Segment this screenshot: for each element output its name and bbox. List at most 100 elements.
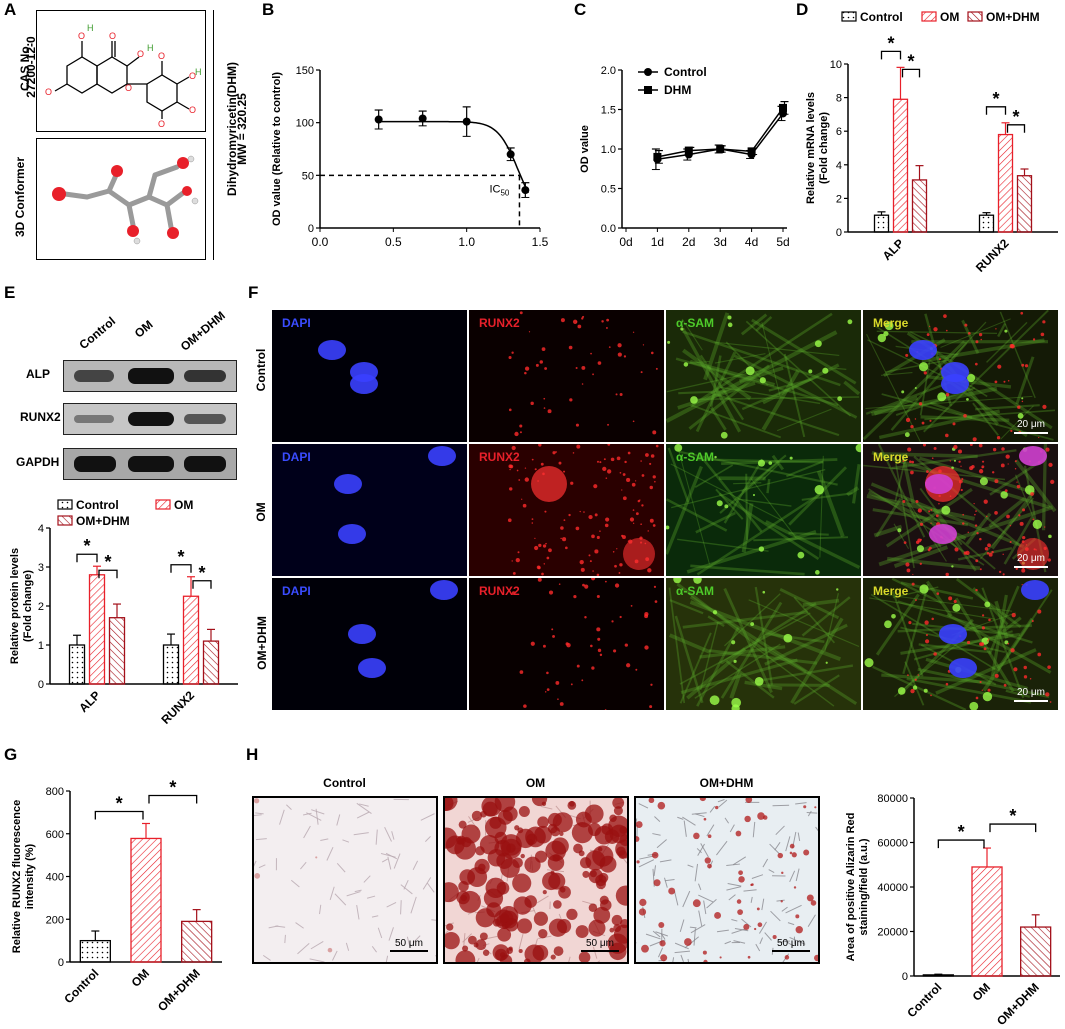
calcium-deposit — [538, 929, 548, 939]
fiber — [801, 492, 853, 501]
red-speck — [980, 338, 982, 341]
red-speck — [1018, 514, 1021, 517]
calcium-deposit — [588, 919, 606, 937]
calcium-deposit — [613, 924, 622, 932]
micrograph-grid: DAPI RUNX2 α-SAM Merge 20 μm DAPI RUNX2 α-SAM Me… — [272, 310, 1058, 710]
granule — [919, 584, 929, 594]
red-speck — [511, 591, 516, 595]
nucleus — [941, 374, 969, 394]
cell-fiber — [717, 799, 725, 803]
cell-fiber — [752, 821, 756, 838]
y-tick-label: 0 — [38, 679, 44, 691]
cell-fiber — [657, 947, 664, 958]
red-speck — [581, 679, 584, 682]
fiber — [677, 448, 711, 565]
red-speck — [617, 343, 622, 348]
red-speck — [979, 642, 983, 646]
red-speck — [925, 633, 928, 637]
red-speck — [1010, 429, 1013, 433]
red-speck — [1051, 464, 1053, 466]
red-speck — [979, 568, 982, 571]
fiber — [740, 313, 768, 336]
significance-bracket — [985, 106, 1007, 115]
fiber — [686, 529, 817, 574]
fiber — [668, 587, 686, 704]
fiber — [865, 395, 1033, 410]
calcium-deposit — [609, 927, 615, 933]
cell-fiber — [709, 805, 716, 813]
calcium-deposit — [566, 908, 578, 921]
nucleus — [1019, 446, 1047, 466]
fiber — [863, 340, 966, 441]
fiber — [851, 464, 861, 504]
red-speck — [557, 698, 559, 700]
cell-fiber — [540, 805, 553, 810]
granule — [923, 688, 928, 693]
y-tick-label: 400 — [46, 872, 64, 884]
red-speck — [604, 709, 607, 710]
legend-label: OM — [940, 10, 959, 24]
data-point — [684, 146, 693, 155]
fiber — [870, 593, 997, 671]
red-speck — [1009, 524, 1012, 527]
scale-bar-h-om: 50 μm — [581, 938, 619, 952]
cell-fiber — [400, 900, 402, 915]
red-speck — [521, 498, 523, 500]
band — [128, 368, 174, 384]
red-speck — [650, 454, 655, 458]
granule — [897, 687, 906, 695]
bar — [68, 644, 86, 685]
red-speck — [523, 704, 527, 708]
fiber — [695, 351, 737, 433]
y-tick-label: 80000 — [877, 793, 908, 805]
x-tick-label: OM — [129, 966, 153, 990]
fiber — [764, 632, 825, 643]
chart-g-runx2-fluorescence: 0 200 400 600 800 Relative RUNX2 fluorescence… — [11, 777, 222, 1014]
cas-number: 27200-12-0 — [24, 36, 38, 98]
bar — [911, 179, 928, 233]
calcium-deposit — [789, 843, 795, 849]
calcium-deposit — [658, 922, 665, 928]
red-speck — [599, 653, 603, 657]
red-speck — [602, 466, 607, 472]
red-speck — [515, 557, 520, 563]
red-speck — [1007, 642, 1010, 645]
calcium-deposit — [553, 900, 562, 909]
cell-fiber — [682, 890, 691, 908]
fiber — [793, 596, 836, 644]
micrograph-control-runx2: RUNX2 — [469, 310, 664, 442]
calcium-deposit — [550, 954, 556, 960]
calcium-deposit — [462, 945, 469, 952]
cell-fiber — [356, 802, 372, 814]
red-speck — [518, 479, 521, 481]
cell-fiber — [781, 906, 788, 912]
cell-fiber — [718, 799, 728, 808]
red-speck — [530, 641, 535, 646]
red-speck — [534, 545, 539, 551]
cell-fiber — [750, 896, 753, 903]
significance-bracket — [76, 553, 98, 563]
red-speck — [975, 340, 979, 344]
red-speck — [512, 572, 516, 575]
red-speck — [1045, 447, 1050, 452]
fiber — [751, 643, 835, 707]
granule — [680, 327, 684, 331]
cell-fiber — [726, 886, 742, 891]
red-speck — [563, 470, 566, 473]
calcium-deposit — [784, 955, 790, 960]
cell-fiber — [388, 927, 394, 941]
svg-text:O: O — [189, 105, 196, 115]
x-tick-label: 4d — [745, 235, 758, 249]
calcium-deposit — [499, 913, 510, 923]
red-speck — [914, 678, 917, 681]
svg-text:O: O — [45, 87, 52, 97]
red-speck — [923, 371, 927, 375]
calcium-deposit — [578, 951, 591, 962]
cell-fiber — [762, 858, 769, 868]
red-speck — [537, 566, 541, 570]
red-speck — [582, 583, 585, 587]
red-speck — [654, 600, 658, 603]
cell-fiber — [682, 816, 696, 826]
calcium-deposit — [707, 863, 712, 869]
cell-fiber — [255, 812, 264, 815]
